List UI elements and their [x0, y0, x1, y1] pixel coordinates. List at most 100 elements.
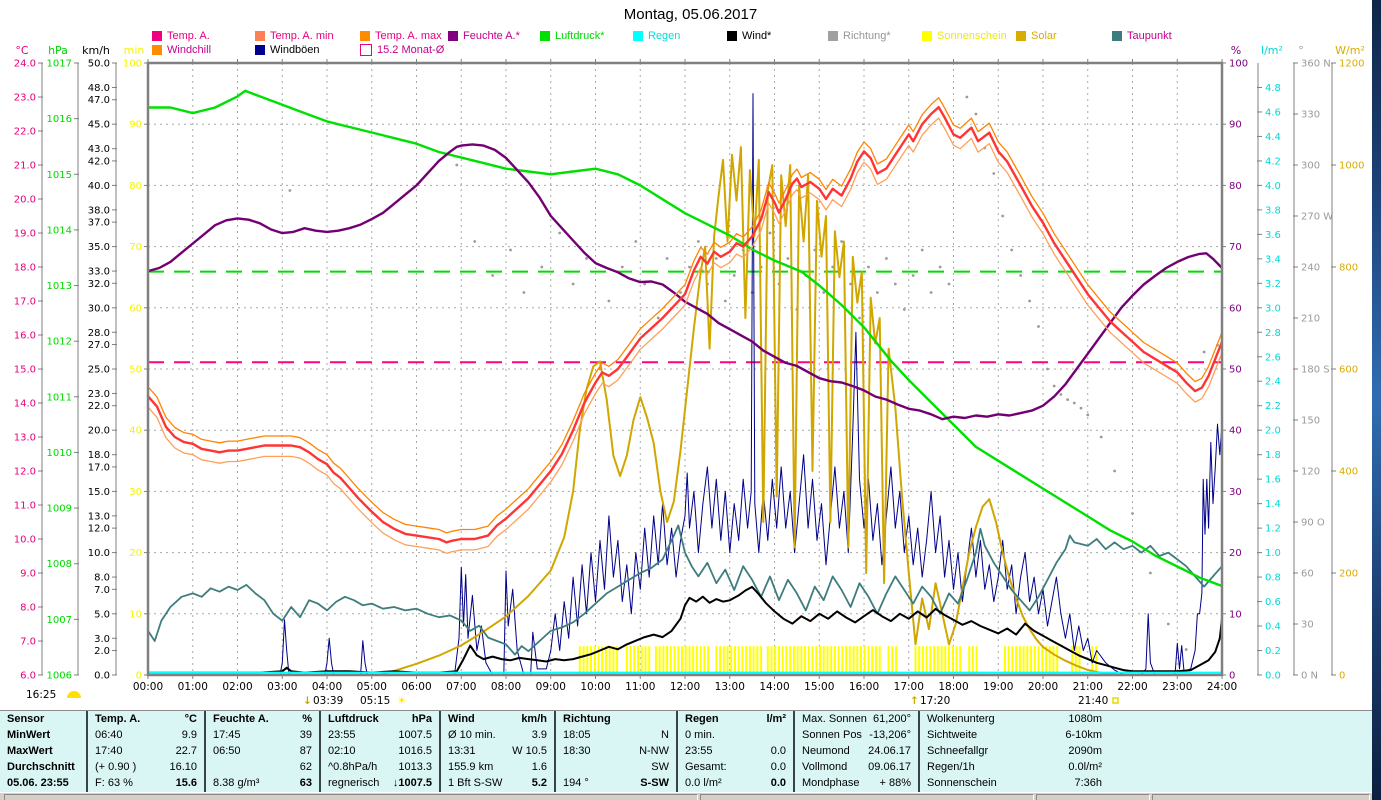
- legend-item-temp-a-max[interactable]: Temp. A. max: [360, 30, 442, 42]
- time-tick-label: 18:00: [938, 681, 968, 693]
- table-row: Wolkenunterg 1080m: [920, 711, 1109, 727]
- time-tick-label: 12:00: [670, 681, 700, 693]
- status-bar-segment: [1036, 794, 1150, 800]
- time-axis-labels: 00:00 01:00 02:00 03:00 04:00 05:00 06:00 07:00…: [133, 681, 1237, 693]
- legend-item-temp-a[interactable]: Temp. A.: [152, 30, 210, 42]
- axis-tick-label: 19.0: [14, 229, 36, 240]
- table-row: 18:05 N: [556, 727, 676, 743]
- axis-tick-label: 100: [1229, 59, 1248, 70]
- axis-tick-label: 1.4: [1265, 499, 1281, 510]
- axis-tick-label: 13.0: [88, 511, 110, 522]
- axis-tick-label: 1.0: [1265, 548, 1281, 559]
- axis-tick-label: 3.0: [1265, 303, 1281, 314]
- table-cell-value: hPa: [411, 713, 432, 725]
- table-row: MaxWert: [0, 743, 86, 759]
- axis-tick-label: 50: [129, 365, 142, 376]
- legend-item-sonnenschein[interactable]: Sonnenschein: [922, 30, 1007, 42]
- table-row: 06:40 9.9: [88, 727, 204, 743]
- axis-wm2: 1200 1000 800 600 400 200 0 W/m²: [1331, 44, 1365, 682]
- table-cell-value: 1007.5: [398, 729, 432, 741]
- table-cell-value: 24.06.17: [868, 745, 911, 757]
- time-tick-label: 11:00: [625, 681, 655, 693]
- table-cell-value: 2090m: [1068, 745, 1102, 757]
- table-cell-label: 1 Bft S-SW: [448, 777, 503, 789]
- legend-item-regen[interactable]: Regen: [633, 30, 680, 42]
- series-feuchte-a: [147, 143, 1223, 421]
- legend-swatch-monats-mittel: [360, 44, 372, 56]
- table-col-astro: Max. Sonnen 61,200° Sonnen Pos -13,206° Neum…: [795, 711, 920, 793]
- axis-tick-label: 10.0: [88, 548, 110, 559]
- table-cell-value: SW: [651, 761, 669, 773]
- axis-tick-label: 2.2: [1265, 401, 1281, 412]
- axis-tick-label: 270 W: [1301, 212, 1333, 223]
- axis-tick-label: 30: [1301, 620, 1314, 631]
- legend-item-windboeen[interactable]: Windböen: [255, 44, 320, 56]
- legend-item-richtung[interactable]: Richtung*: [828, 30, 891, 42]
- table-cell-label: Vollmond: [802, 761, 848, 773]
- time-tick-label: 24:00: [1207, 681, 1237, 693]
- status-bar-segment: [4, 794, 698, 800]
- table-row: 18:30 N-NW: [556, 743, 676, 759]
- axis-tick-label: 40: [129, 426, 142, 437]
- marker-time-label: 16:25: [26, 689, 56, 701]
- table-cell-label: Sonnen Pos: [802, 729, 862, 741]
- table-cell-value: 6-10km: [1065, 729, 1102, 741]
- table-row: 0 min.: [678, 727, 793, 743]
- axis-tick-label: 70: [1229, 242, 1242, 253]
- legend-item-feuchte-a[interactable]: Feuchte A.*: [448, 30, 520, 42]
- legend-swatch-temp-a-min: [255, 31, 265, 41]
- table-col-wetter: Wolkenunterg 1080m Sichtweite 6-10km Schneef…: [920, 711, 1372, 793]
- table-row: 05.06. 23:55: [0, 775, 86, 791]
- legend-label: 15.2 Monat-Ø: [377, 44, 445, 56]
- axis-tick-label: 48.0: [88, 83, 110, 94]
- axis-tick-label: 20: [129, 548, 142, 559]
- legend-item-temp-a-min[interactable]: Temp. A. min: [255, 30, 334, 42]
- axis-tick-label: 0.0: [1265, 671, 1281, 682]
- axis-tick-label: 120: [1301, 467, 1320, 478]
- axis-tick-label: 9.0: [20, 569, 36, 580]
- table-row: Richtung: [556, 711, 676, 727]
- axis-kmh: 50.0 48.047.0 45.0 43.042.0 40.0 38.0 37.0 35.0…: [82, 44, 117, 682]
- axis-tick-label: 1017: [47, 59, 72, 70]
- table-cell-label: 13:31: [448, 745, 476, 757]
- axis-tick-label: 22.0: [14, 127, 36, 138]
- table-cell-label: 06:50: [213, 745, 241, 757]
- table-cell-label: Wind: [448, 713, 475, 725]
- table-cell-value: 39: [299, 729, 312, 741]
- axis-tick-label: 0.2: [1265, 646, 1281, 657]
- series-temp-a-min: [147, 117, 1223, 554]
- table-cell-label: MaxWert: [7, 745, 53, 757]
- sunrise-icon: ☀: [397, 695, 406, 707]
- legend-item-wind[interactable]: Wind*: [727, 30, 771, 42]
- axis-tick-label: 20: [1229, 548, 1242, 559]
- marker-time-label: 03:39: [313, 695, 343, 707]
- legend-item-luftdruck[interactable]: Luftdruck*: [540, 30, 605, 42]
- table-row: Vollmond 09.06.17: [795, 759, 918, 775]
- table-col-regen: Regen l/m² 0 min. 23:55 0.0 Gesamt: 0.0 0.0 l/m…: [678, 711, 795, 793]
- legend-item-monats-mittel[interactable]: 15.2 Monat-Ø: [360, 44, 444, 56]
- legend-item-windchill[interactable]: Windchill: [152, 44, 211, 56]
- axis-tick-label: 360 N: [1301, 59, 1331, 70]
- axis-tick-label: 0: [1339, 671, 1345, 682]
- axis-tick-label: 6.0: [20, 671, 36, 682]
- legend-label: Luftdruck*: [555, 30, 605, 42]
- axis-tick-label: 12.0: [14, 467, 36, 478]
- legend-label: Windböen: [270, 44, 320, 56]
- time-tick-label: 14:00: [759, 681, 789, 693]
- marker-time-label: 17:20: [920, 695, 950, 707]
- axis-tick-label: 800: [1339, 263, 1358, 274]
- table-col-richtung: Richtung 18:05 N 18:30 N-NW SW 194 ° S-SW: [556, 711, 678, 793]
- table-cell-value: 3.9: [531, 729, 547, 741]
- axis-tick-label: 25.0: [88, 365, 110, 376]
- legend-swatch-solar: [1016, 31, 1026, 41]
- table-row: Max. Sonnen 61,200°: [795, 711, 918, 727]
- table-cell-value: 63: [299, 777, 312, 789]
- axis-tick-label: 18.0: [14, 263, 36, 274]
- time-tick-label: 01:00: [178, 681, 208, 693]
- legend-item-solar[interactable]: Solar: [1016, 30, 1057, 42]
- table-cell-label: 8.38 g/m³: [213, 777, 260, 789]
- axis-tick-label: 17.0: [88, 462, 110, 473]
- legend-item-taupunkt[interactable]: Taupunkt: [1112, 30, 1172, 42]
